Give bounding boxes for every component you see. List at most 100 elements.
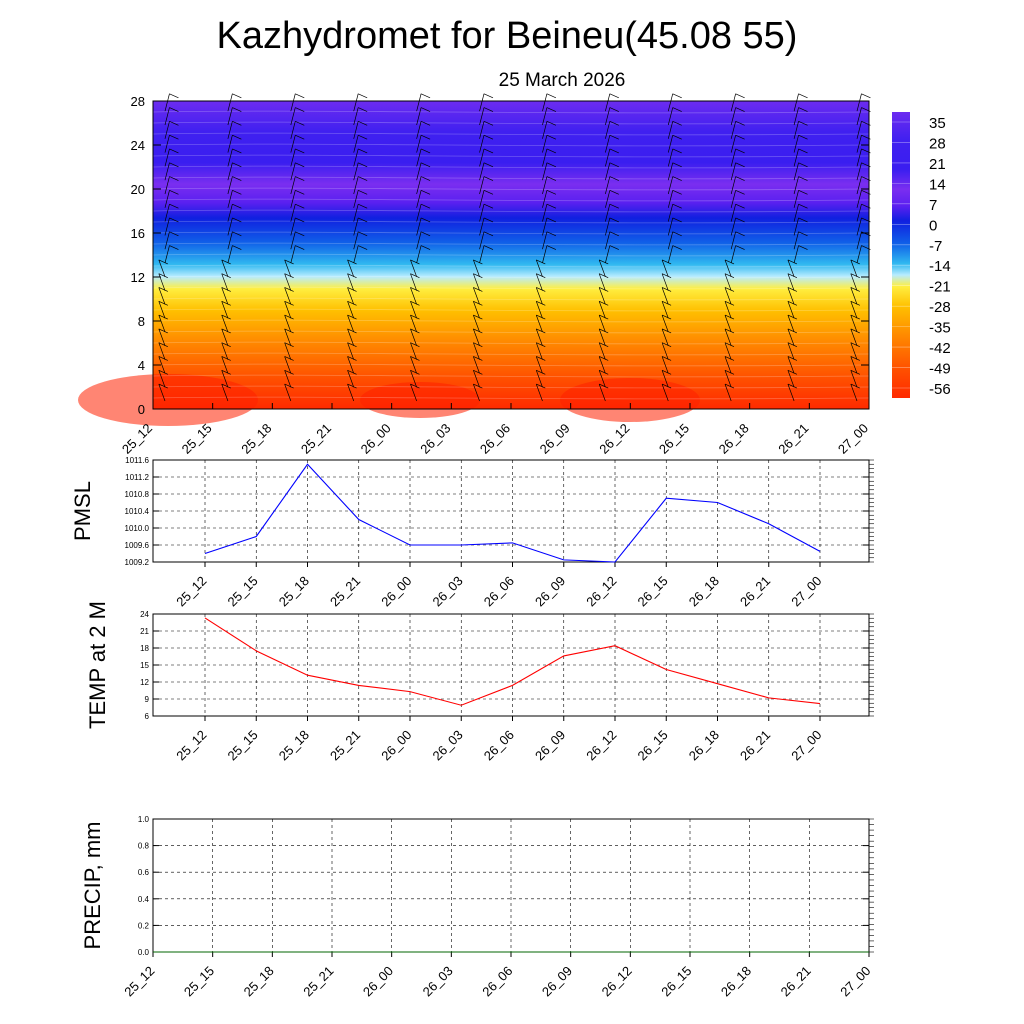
wind-barb-feather — [735, 203, 745, 209]
wind-barb — [479, 135, 485, 153]
wind-barb-feather — [358, 162, 368, 168]
wind-barb-feather — [798, 217, 808, 223]
wind-barb-feather — [284, 273, 294, 279]
wind-barb — [164, 135, 170, 153]
precip-panel-x-tick-label: 25_18 — [241, 963, 277, 999]
contour-line — [152, 242, 870, 246]
wind-barb-feather — [284, 328, 294, 334]
wind-barb — [605, 121, 611, 139]
wind-barb-feather — [661, 287, 672, 292]
wind-barb — [730, 135, 736, 153]
heatmap-field — [153, 101, 869, 409]
wind-barb-feather — [232, 148, 242, 154]
pmsl-panel-x-tick-label: 25_18 — [276, 573, 312, 609]
wind-barb — [479, 190, 485, 208]
wind-barb-feather — [221, 287, 231, 292]
wind-barb-feather — [347, 273, 357, 279]
pmsl-panel: 1009.2 1009.6 1010.0 1010.4 1010.8 1011.2 1011… — [70, 456, 874, 609]
wind-barb — [850, 287, 858, 305]
wind-barb-feather — [609, 121, 619, 126]
wind-barb-feather — [536, 369, 546, 375]
wind-barb-feather — [798, 107, 808, 112]
pmsl-panel-x-tick-label: 25_15 — [225, 573, 261, 609]
pmsl-panel-y-tick-label: 1010.8 — [125, 490, 150, 499]
wind-barb-feather — [798, 203, 808, 209]
wind-barb-feather — [158, 314, 168, 320]
warm-core-2 — [560, 378, 700, 422]
wind-barb-feather — [169, 231, 179, 237]
wind-barb-feather — [295, 134, 305, 140]
wind-barb-feather — [284, 369, 294, 375]
wind-barb — [479, 93, 485, 112]
wind-barb-feather — [672, 190, 682, 195]
wind-barb — [227, 107, 233, 126]
wind-barb-feather — [798, 176, 808, 181]
wind-barb — [347, 383, 355, 402]
contour-line — [152, 352, 870, 356]
wind-barb — [605, 148, 611, 167]
heatmap-x-tick-label: 25_18 — [238, 421, 274, 457]
wind-barb-feather — [850, 314, 860, 320]
wind-barb-feather — [420, 162, 431, 168]
wind-barb-feather — [798, 231, 808, 237]
wind-barb-feather — [347, 383, 357, 389]
wind-barb-feather — [724, 328, 735, 334]
wind-barb-feather — [358, 93, 368, 99]
wind-barb-feather — [483, 176, 494, 181]
wind-barb-feather — [609, 245, 619, 250]
pmsl-panel-y-tick-label: 1011.2 — [125, 473, 149, 482]
wind-barb-feather — [546, 245, 557, 250]
wind-barb-feather — [410, 314, 420, 320]
wind-barb — [535, 370, 543, 388]
wind-barb — [479, 121, 485, 139]
wind-barb — [605, 231, 611, 250]
wind-barb — [667, 204, 674, 222]
wind-barb — [290, 245, 296, 264]
wind-barb — [473, 273, 480, 291]
wind-barb-feather — [724, 300, 735, 306]
wind-barb — [479, 231, 485, 250]
wind-barb — [353, 204, 359, 222]
wind-barb-feather — [473, 259, 483, 265]
wind-barb-feather — [473, 369, 483, 375]
wind-barb — [850, 273, 858, 291]
wind-barb — [542, 135, 548, 153]
temp-panel-x-tick-label: 26_09 — [532, 727, 568, 763]
wind-barb-feather — [599, 300, 609, 306]
wind-barb-feather — [295, 203, 305, 209]
wind-barb — [605, 245, 611, 264]
wind-barb-feather — [599, 273, 609, 279]
wind-barb — [667, 135, 674, 153]
wind-barb-feather — [861, 93, 871, 99]
wind-barb — [856, 245, 862, 264]
wind-barb-feather — [169, 245, 179, 250]
contour-line — [152, 385, 870, 389]
wind-barb-feather — [787, 273, 798, 279]
wind-barb-feather — [232, 203, 242, 209]
wind-barb — [787, 314, 795, 333]
wind-barb — [227, 176, 233, 195]
wind-barb — [598, 328, 606, 346]
wind-barb-feather — [850, 328, 860, 334]
wind-barb — [284, 328, 292, 346]
wind-barb-feather — [232, 217, 242, 223]
wind-barb-feather — [536, 287, 546, 292]
wind-barb — [598, 301, 606, 319]
wind-barb — [416, 176, 422, 195]
wind-barb — [598, 259, 606, 277]
wind-barb — [416, 190, 422, 208]
heatmap-y-tick-label: 20 — [131, 182, 145, 197]
wind-barb — [724, 259, 732, 277]
wind-barb — [856, 162, 862, 181]
wind-barb — [158, 314, 166, 333]
wind-barb — [347, 370, 355, 388]
wind-barb-feather — [295, 190, 305, 195]
wind-barb — [535, 301, 543, 319]
wind-barb — [661, 301, 669, 319]
wind-barb — [787, 287, 795, 305]
wind-barb-feather — [787, 342, 798, 348]
wind-barb-feather — [221, 383, 231, 389]
wind-barb — [164, 148, 170, 167]
wind-barb-feather — [158, 328, 168, 334]
contour-line — [152, 154, 870, 158]
